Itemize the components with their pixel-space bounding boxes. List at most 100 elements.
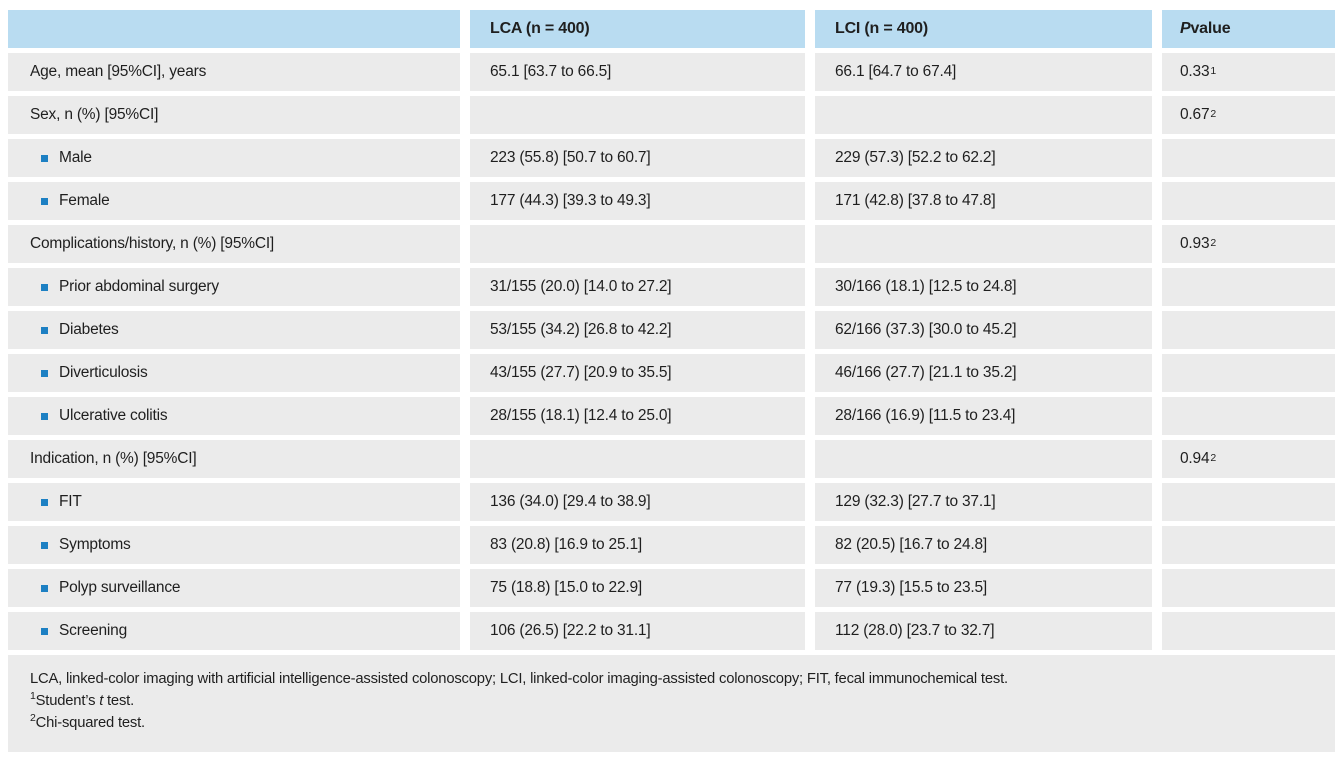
footnote-2-marker: 2 — [30, 712, 36, 725]
lci-value-cell — [815, 440, 1152, 478]
table-row-prior-abdominal-surgery: Prior abdominal surgery 31/155 (20.0) [1… — [8, 268, 1335, 306]
p-value-cell — [1162, 139, 1335, 177]
table-row-age: Age, mean [95%CI], years 65.1 [63.7 to 6… — [8, 53, 1335, 91]
bullet-icon — [41, 584, 48, 592]
lci-value-cell: 229 (57.3) [52.2 to 62.2] — [815, 139, 1152, 177]
row-label-text: Indication, n (%) [95%CI] — [30, 450, 197, 467]
lci-value-cell: 28/166 (16.9) [11.5 to 23.4] — [815, 397, 1152, 435]
lci-value-cell: 112 (28.0) [23.7 to 32.7] — [815, 612, 1152, 650]
lca-value-cell: 106 (26.5) [22.2 to 31.1] — [470, 612, 805, 650]
footnote-block: LCA, linked-color imaging with artificia… — [8, 655, 1335, 752]
row-label-text: Complications/history, n (%) [95%CI] — [30, 235, 275, 252]
lci-value-cell — [815, 225, 1152, 263]
bullet-icon — [41, 412, 48, 420]
table-row-complications: Complications/history, n (%) [95%CI] 0.9… — [8, 225, 1335, 263]
lca-value-cell: 31/155 (20.0) [14.0 to 27.2] — [470, 268, 805, 306]
p-value-cell: 0.33 1 — [1162, 53, 1335, 91]
p-value-text: 0.67 — [1180, 106, 1210, 123]
p-value-cell: 0.94 2 — [1162, 440, 1335, 478]
bullet-icon — [41, 498, 48, 506]
row-label: Symptoms — [8, 526, 460, 564]
table-row-screening: Screening 106 (26.5) [22.2 to 31.1] 112 … — [8, 612, 1335, 650]
p-value-cell: 0.93 2 — [1162, 225, 1335, 263]
table-row-diabetes: Diabetes 53/155 (34.2) [26.8 to 42.2] 62… — [8, 311, 1335, 349]
footnote-1-text-end: test. — [103, 693, 134, 709]
bullet-icon — [41, 627, 48, 635]
lca-value-cell — [470, 96, 805, 134]
row-label: Indication, n (%) [95%CI] — [8, 440, 460, 478]
header-empty-cell — [8, 10, 460, 48]
lca-value-cell: 53/155 (34.2) [26.8 to 42.2] — [470, 311, 805, 349]
lci-value-cell: 77 (19.3) [15.5 to 23.5] — [815, 569, 1152, 607]
lci-value-cell: 171 (42.8) [37.8 to 47.8] — [815, 182, 1152, 220]
bullet-icon — [41, 326, 48, 334]
table-row-indication: Indication, n (%) [95%CI] 0.94 2 — [8, 440, 1335, 478]
table-row-sex: Sex, n (%) [95%CI] 0.67 2 — [8, 96, 1335, 134]
row-label: Prior abdominal surgery — [8, 268, 460, 306]
header-p-value: P value — [1162, 10, 1335, 48]
p-value-cell — [1162, 354, 1335, 392]
p-value-italic: P — [1180, 20, 1191, 37]
row-label: Sex, n (%) [95%CI] — [8, 96, 460, 134]
row-label: Diabetes — [8, 311, 460, 349]
table-row-symptoms: Symptoms 83 (20.8) [16.9 to 25.1] 82 (20… — [8, 526, 1335, 564]
row-label: Ulcerative colitis — [8, 397, 460, 435]
lci-value-cell: 129 (32.3) [27.7 to 37.1] — [815, 483, 1152, 521]
lca-value-cell: 223 (55.8) [50.7 to 60.7] — [470, 139, 805, 177]
row-label-text: Polyp surveillance — [59, 579, 181, 596]
p-value-cell — [1162, 268, 1335, 306]
table-row-female: Female 177 (44.3) [39.3 to 49.3] 171 (42… — [8, 182, 1335, 220]
lci-value-cell: 30/166 (18.1) [12.5 to 24.8] — [815, 268, 1152, 306]
p-value-cell — [1162, 612, 1335, 650]
row-label-text: Sex, n (%) [95%CI] — [30, 106, 159, 123]
p-value-text: 0.94 — [1180, 450, 1210, 467]
row-label: Male — [8, 139, 460, 177]
p-value-cell — [1162, 569, 1335, 607]
lca-value-cell: 43/155 (27.7) [20.9 to 35.5] — [470, 354, 805, 392]
row-label-text: Diverticulosis — [59, 364, 148, 381]
lci-value-cell: 62/166 (37.3) [30.0 to 45.2] — [815, 311, 1152, 349]
lca-value-cell: 136 (34.0) [29.4 to 38.9] — [470, 483, 805, 521]
lca-value-cell — [470, 440, 805, 478]
table-row-fit: FIT 136 (34.0) [29.4 to 38.9] 129 (32.3)… — [8, 483, 1335, 521]
lci-value-cell: 82 (20.5) [16.7 to 24.8] — [815, 526, 1152, 564]
row-label: Diverticulosis — [8, 354, 460, 392]
p-value-text: 0.93 — [1180, 235, 1210, 252]
footnote-1: 1Student’s t test. — [30, 690, 1313, 712]
lci-value-cell: 46/166 (27.7) [21.1 to 35.2] — [815, 354, 1152, 392]
bullet-icon — [41, 541, 48, 549]
lca-value-cell: 65.1 [63.7 to 66.5] — [470, 53, 805, 91]
row-label-text: Diabetes — [59, 321, 119, 338]
lca-value-cell: 28/155 (18.1) [12.4 to 25.0] — [470, 397, 805, 435]
table-row-ulcerative-colitis: Ulcerative colitis 28/155 (18.1) [12.4 t… — [8, 397, 1335, 435]
p-value-cell — [1162, 526, 1335, 564]
table-row-diverticulosis: Diverticulosis 43/155 (27.7) [20.9 to 35… — [8, 354, 1335, 392]
footnote-1-marker: 1 — [30, 690, 36, 703]
p-value-cell — [1162, 397, 1335, 435]
row-label: Screening — [8, 612, 460, 650]
table-row-male: Male 223 (55.8) [50.7 to 60.7] 229 (57.3… — [8, 139, 1335, 177]
row-label-text: Prior abdominal surgery — [59, 278, 219, 295]
lca-value-cell: 177 (44.3) [39.3 to 49.3] — [470, 182, 805, 220]
row-label-text: Male — [59, 149, 92, 166]
header-lci: LCI (n = 400) — [815, 10, 1152, 48]
footnote-2-text: Chi-squared test. — [35, 715, 145, 731]
footnote-2: 2Chi-squared test. — [30, 712, 1313, 734]
p-value-text: 0.33 — [1180, 63, 1210, 80]
row-label-text: FIT — [59, 493, 82, 510]
row-label: Female — [8, 182, 460, 220]
bullet-icon — [41, 154, 48, 162]
baseline-characteristics-table: LCA (n = 400) LCI (n = 400) P value Age,… — [8, 10, 1335, 752]
row-label-text: Screening — [59, 622, 127, 639]
lci-value-cell: 66.1 [64.7 to 67.4] — [815, 53, 1152, 91]
footnote-abbreviations: LCA, linked-color imaging with artificia… — [30, 671, 1008, 687]
row-label: Polyp surveillance — [8, 569, 460, 607]
row-label: FIT — [8, 483, 460, 521]
bullet-icon — [41, 197, 48, 205]
p-value-cell: 0.67 2 — [1162, 96, 1335, 134]
lca-value-cell — [470, 225, 805, 263]
header-lca: LCA (n = 400) — [470, 10, 805, 48]
table-header-row: LCA (n = 400) LCI (n = 400) P value — [8, 10, 1335, 48]
bullet-icon — [41, 283, 48, 291]
row-label: Complications/history, n (%) [95%CI] — [8, 225, 460, 263]
